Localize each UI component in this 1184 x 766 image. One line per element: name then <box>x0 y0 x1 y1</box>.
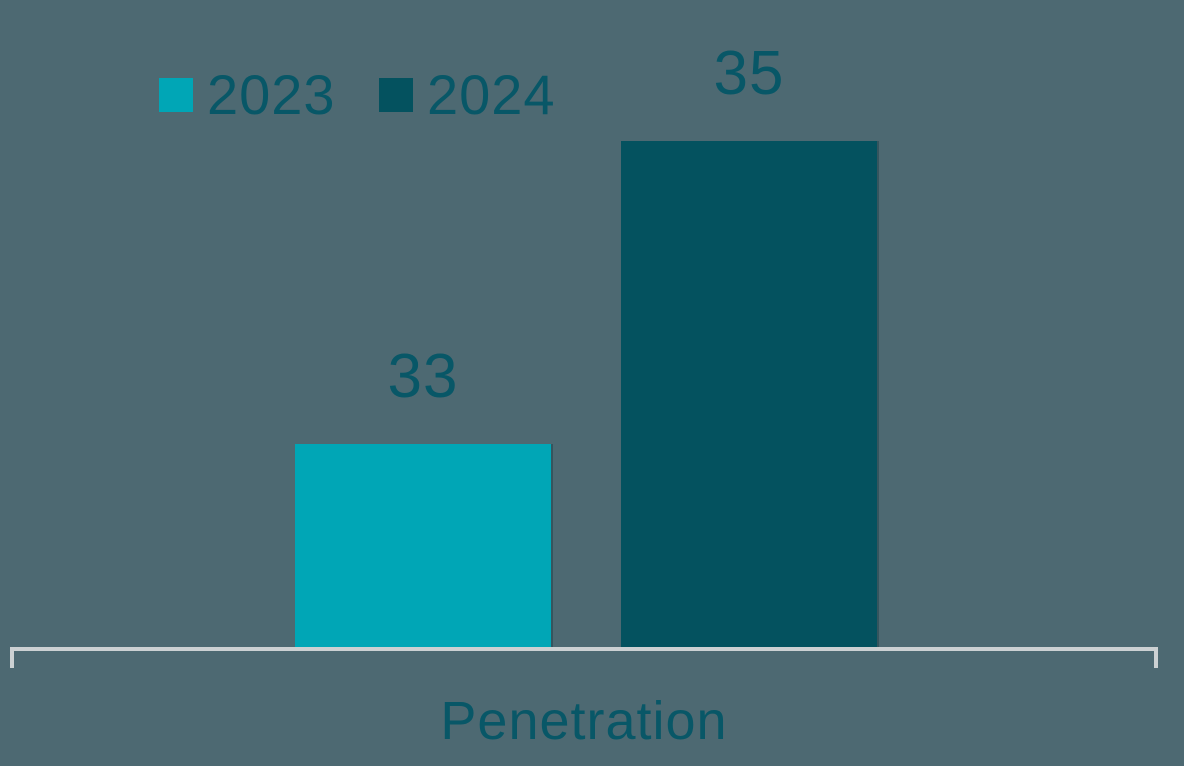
legend-label-2024: 2024 <box>427 63 556 126</box>
x-axis-line <box>10 647 1158 651</box>
x-axis-end-tick-left <box>10 647 14 668</box>
bar-value-label-2024: 35 <box>713 39 785 108</box>
bar-2024 <box>621 141 877 647</box>
legend-item-2023: 2023 <box>159 64 336 126</box>
bar-value-label-2023: 33 <box>387 342 459 411</box>
x-axis-title: Penetration <box>440 691 728 751</box>
legend-swatch-2024 <box>379 78 413 112</box>
legend-swatch-2023 <box>159 78 193 112</box>
legend-item-2024: 2024 <box>379 64 556 126</box>
bar-2023 <box>295 444 551 647</box>
x-axis-end-tick-right <box>1154 647 1158 668</box>
legend-label-2023: 2023 <box>207 63 336 126</box>
